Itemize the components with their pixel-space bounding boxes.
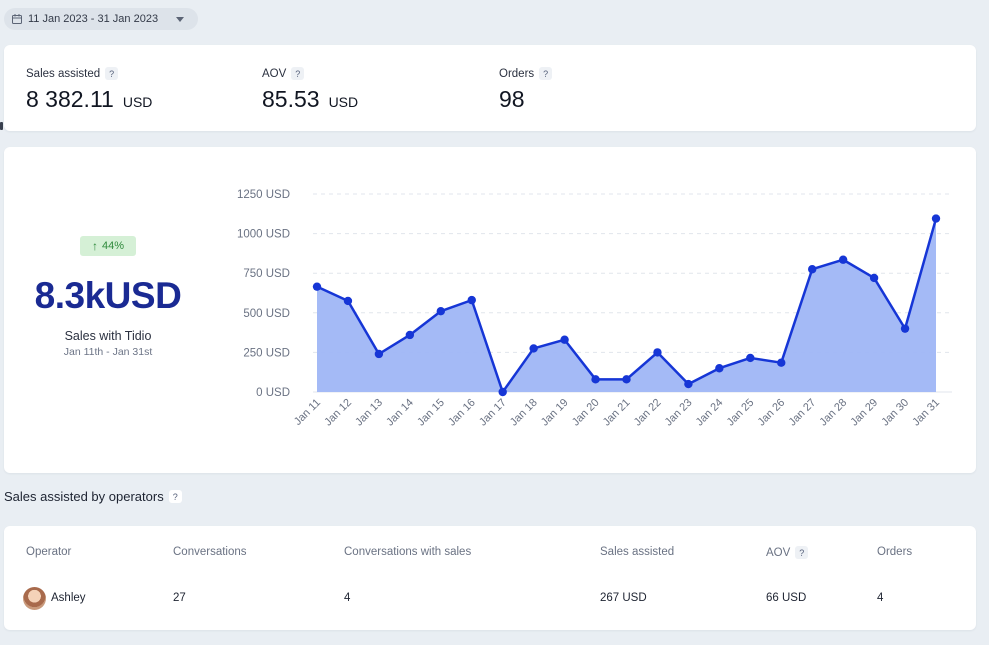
- data-point: [560, 335, 569, 344]
- x-tick-label: Jan 23: [663, 397, 695, 429]
- column-header-orders: Orders: [877, 546, 913, 558]
- kpi-label: Sales assisted: [26, 67, 101, 80]
- help-icon[interactable]: ?: [168, 490, 182, 503]
- sales-assisted-cell: 267 USD: [600, 592, 647, 604]
- x-tick-label: Jan 21: [601, 397, 633, 429]
- kpi-sales-assisted: Sales assisted? 8 382.11 USD: [26, 67, 152, 113]
- data-point: [622, 375, 631, 384]
- y-tick-label: 1250 USD: [237, 189, 290, 201]
- conversations-with-sales-cell: 4: [344, 592, 351, 604]
- y-tick-label: 250 USD: [243, 347, 290, 359]
- data-point: [405, 330, 415, 340]
- growth-badge: ↑ 44%: [80, 236, 136, 256]
- x-tick-label: Jan 18: [508, 397, 540, 429]
- section-title: Sales assisted by operators ?: [4, 489, 182, 504]
- column-header-aov: AOV ?: [766, 546, 809, 559]
- data-point: [715, 364, 724, 373]
- column-header-aov-label: AOV: [766, 546, 791, 559]
- data-point: [869, 273, 879, 283]
- avatar: [23, 587, 46, 610]
- x-tick-label: Jan 29: [848, 397, 880, 429]
- x-tick-label: Jan 22: [632, 397, 664, 429]
- date-range-label: 11 Jan 2023 - 31 Jan 2023: [28, 13, 159, 25]
- growth-badge-value: 44%: [101, 240, 125, 252]
- data-point: [653, 348, 662, 357]
- data-point: [343, 296, 353, 306]
- help-icon[interactable]: ?: [105, 67, 119, 80]
- x-tick-label: Jan 30: [879, 397, 911, 429]
- data-point: [746, 353, 755, 363]
- kpi-value: 8 382.11: [26, 86, 114, 112]
- column-header-sales-assisted: Sales assisted: [600, 546, 675, 558]
- column-header-conversations-with-sales: Conversations with sales: [344, 546, 472, 558]
- kpi-aov: AOV? 85.53 USD: [262, 67, 358, 113]
- help-icon[interactable]: ?: [291, 67, 305, 80]
- x-tick-label: Jan 12: [322, 397, 354, 429]
- data-point: [374, 349, 384, 359]
- x-tick-label: Jan 20: [570, 397, 602, 429]
- kpi-unit: USD: [122, 94, 153, 110]
- series-area: [317, 218, 936, 392]
- sales-summary-range: Jan 11th - Jan 31st: [63, 346, 153, 358]
- sales-area-chart: 0 USD 250 USD 500 USD 750 USD 1000 USD 1250 U…: [237, 189, 952, 429]
- kpi-unit: USD: [328, 94, 359, 110]
- chevron-down-icon: [176, 16, 184, 22]
- data-point: [312, 282, 322, 291]
- x-tick-label: Jan 28: [817, 397, 849, 429]
- y-tick-label: 1000 USD: [237, 229, 290, 241]
- x-tick-label: Jan 11: [292, 397, 323, 428]
- arrow-up-icon: ↑: [91, 239, 98, 253]
- section-title-label: Sales assisted by operators: [4, 489, 164, 504]
- sales-chart-card: ↑ 44% 8.3kUSD Sales with Tidio Jan 11th …: [4, 147, 976, 473]
- help-icon[interactable]: ?: [539, 67, 553, 80]
- x-tick-label: Jan 14: [384, 397, 416, 429]
- data-point: [838, 255, 848, 264]
- kpi-label: AOV: [262, 67, 287, 80]
- conversations-cell: 27: [173, 592, 186, 604]
- x-tick-label: Jan 27: [786, 397, 818, 429]
- side-edge-marker: [0, 122, 3, 130]
- sales-summary: ↑ 44% 8.3kUSD Sales with Tidio Jan 11th …: [4, 147, 212, 473]
- operators-table: Operator Conversations Conversations wit…: [4, 526, 976, 630]
- orders-cell: 4: [877, 592, 884, 604]
- data-point: [498, 387, 507, 397]
- column-header-conversations: Conversations: [173, 546, 247, 558]
- x-tick-label: Jan 15: [415, 397, 447, 429]
- sales-summary-title: Sales with Tidio: [64, 329, 152, 343]
- data-point: [467, 295, 476, 305]
- y-tick-label: 0 USD: [256, 387, 290, 399]
- x-tick-label: Jan 31: [910, 397, 942, 429]
- x-tick-label: Jan 13: [353, 397, 385, 429]
- kpi-label: Orders: [499, 67, 535, 80]
- kpi-card: Sales assisted? 8 382.11 USD AOV? 85.53 US…: [4, 45, 976, 131]
- kpi-orders: Orders? 98: [499, 67, 553, 113]
- kpi-value: 98: [499, 86, 525, 112]
- data-point: [436, 307, 445, 316]
- data-point: [529, 344, 538, 353]
- x-tick-label: Jan 16: [446, 397, 478, 429]
- x-tick-label: Jan 17: [477, 397, 509, 429]
- column-header-operator: Operator: [26, 546, 72, 558]
- data-point: [684, 379, 693, 389]
- x-tick-label: Jan 24: [694, 397, 726, 429]
- aov-cell: 66 USD: [766, 592, 807, 604]
- x-tick-label: Jan 26: [756, 397, 788, 429]
- data-point: [777, 358, 786, 367]
- data-point: [591, 375, 600, 384]
- operator-name: Ashley: [51, 592, 86, 604]
- x-tick-label: Jan 25: [725, 397, 757, 429]
- calendar-icon: [12, 14, 22, 24]
- date-range-picker[interactable]: 11 Jan 2023 - 31 Jan 2023: [4, 8, 198, 30]
- data-point: [808, 265, 817, 274]
- kpi-value: 85.53: [262, 86, 320, 112]
- y-tick-label: 500 USD: [243, 308, 290, 320]
- help-icon[interactable]: ?: [795, 546, 809, 559]
- sales-total-value: 8.3kUSD: [34, 275, 182, 316]
- y-tick-label: 750 USD: [243, 268, 290, 280]
- data-point: [900, 324, 910, 333]
- data-point: [931, 214, 941, 223]
- x-tick-label: Jan 19: [539, 397, 571, 429]
